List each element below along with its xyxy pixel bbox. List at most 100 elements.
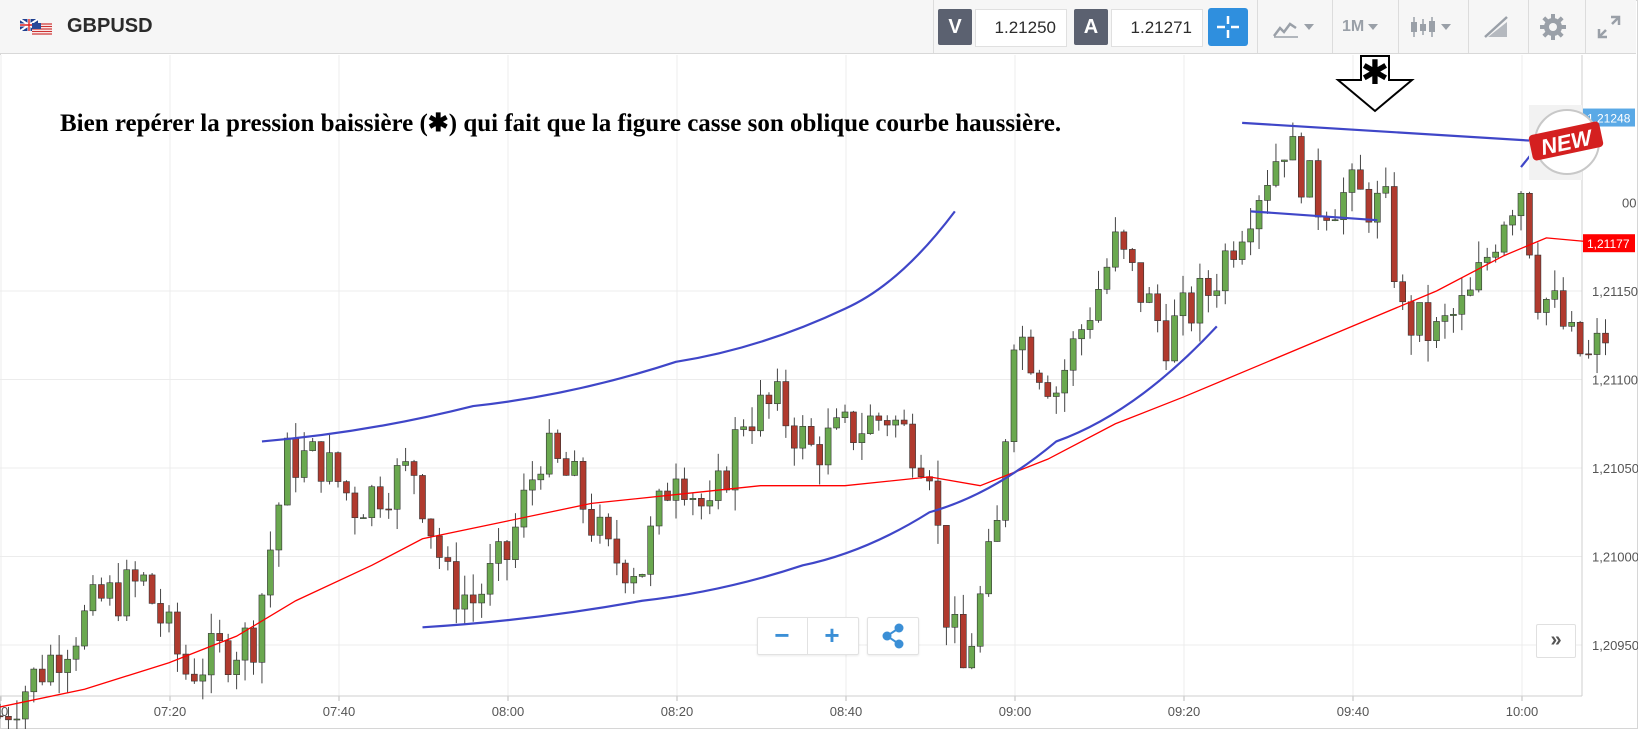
scroll-right-button[interactable]: »: [1536, 624, 1576, 658]
candle-down: [452, 561, 460, 610]
sell-tag[interactable]: V: [938, 9, 972, 45]
candle-down: [131, 569, 139, 582]
candle-down: [182, 653, 190, 675]
crosshair-icon: [1217, 16, 1239, 38]
candle-down: [613, 538, 621, 564]
candle-down: [444, 557, 452, 562]
sell-price[interactable]: 1.21250: [975, 9, 1067, 47]
candle-down: [1602, 332, 1609, 344]
candle-up: [207, 633, 215, 676]
candle-up: [799, 426, 807, 449]
candle-down: [410, 461, 418, 476]
drawing-tool-icon: [1484, 15, 1508, 38]
candle-down: [900, 419, 908, 425]
candle-down: [343, 481, 350, 494]
candle-up: [486, 563, 494, 595]
crosshair-button[interactable]: [1208, 8, 1248, 46]
candle-up: [1112, 231, 1119, 268]
candle-down: [698, 498, 705, 507]
candle-down: [1424, 302, 1432, 341]
settings-button[interactable]: [1539, 10, 1567, 44]
fullscreen-icon: [1597, 15, 1621, 39]
candle-down: [883, 420, 891, 426]
candle-up: [1196, 277, 1204, 324]
y-tick-label: 1,20950: [1592, 638, 1638, 653]
x-tick-label: 00: [0, 704, 8, 719]
candle-down: [588, 508, 595, 536]
zoom-controls: − +: [757, 617, 859, 655]
candle-down: [1044, 382, 1052, 397]
zoom-in-button[interactable]: +: [824, 620, 840, 650]
candle-down: [98, 584, 105, 599]
candle-up: [1416, 302, 1423, 336]
buy-tag[interactable]: A: [1074, 9, 1108, 45]
candle-down: [909, 423, 916, 469]
candle-down: [605, 516, 612, 540]
candle-up: [1593, 332, 1601, 355]
price-label-box: [1583, 234, 1635, 253]
candle-down: [1585, 353, 1592, 356]
candle-up: [841, 411, 849, 419]
candle-down: [681, 478, 688, 500]
candle-down: [782, 381, 790, 427]
candle-up: [241, 627, 249, 661]
candle-up: [300, 450, 308, 478]
instrument-symbol: GBPUSD: [67, 15, 153, 37]
chart-type-button[interactable]: [1272, 10, 1314, 44]
candle-down: [748, 426, 756, 432]
candle-up: [529, 479, 536, 491]
candle-down: [1526, 192, 1533, 256]
share-icon: [882, 623, 904, 649]
candle-up: [199, 674, 207, 682]
candle-down: [807, 426, 815, 445]
x-tick-label: 08:40: [830, 704, 863, 719]
buy-price[interactable]: 1.21271: [1111, 9, 1203, 47]
candle-down: [1365, 188, 1373, 223]
candle-up: [1213, 290, 1221, 296]
candle-down: [1559, 290, 1567, 327]
candle-up: [1052, 392, 1060, 397]
timeframe-dropdown[interactable]: 1M: [1342, 10, 1379, 44]
candle-down: [1205, 277, 1212, 296]
candle-down: [5, 716, 12, 721]
candle-up: [951, 614, 959, 628]
divider: [933, 0, 934, 53]
fullscreen-button[interactable]: [1596, 10, 1622, 44]
candle-up: [537, 473, 545, 481]
candle-up: [1019, 336, 1026, 351]
candle-up: [1255, 200, 1263, 230]
zoom-out-button[interactable]: −: [774, 620, 790, 650]
drawing-tool-button[interactable]: [1482, 10, 1510, 44]
candle-up: [1467, 289, 1474, 296]
candle-up: [867, 415, 874, 434]
candle-up: [1441, 315, 1449, 322]
uk-us-flag-icon: [20, 19, 52, 35]
candle-up: [976, 593, 984, 647]
candle-down: [1357, 169, 1364, 190]
candle-down: [1314, 160, 1322, 218]
candle-up: [1171, 315, 1178, 362]
candle-style-button[interactable]: [1409, 10, 1451, 44]
candle-down: [1027, 336, 1035, 374]
trendline-lower-curve: [422, 325, 1218, 629]
price-label-text: 1,21177: [1587, 237, 1630, 251]
candle-up: [1010, 349, 1018, 442]
candle-down: [850, 411, 857, 443]
candle-down: [1036, 372, 1043, 383]
trendline-top-channel-upper: [1242, 121, 1530, 142]
candle-down: [148, 574, 156, 604]
candle-up: [393, 465, 401, 510]
candle-up: [672, 478, 680, 501]
candle-up: [1492, 251, 1499, 258]
new-badge-ribbon: [1528, 121, 1604, 161]
candle-down: [385, 508, 393, 511]
candle-up: [326, 452, 333, 482]
share-button[interactable]: [867, 617, 919, 655]
candle-up: [13, 718, 21, 721]
candle-up: [22, 691, 29, 720]
candle-up: [985, 541, 992, 595]
candle-down: [1120, 231, 1128, 250]
candle-down: [469, 594, 477, 604]
candle-up: [512, 526, 519, 560]
